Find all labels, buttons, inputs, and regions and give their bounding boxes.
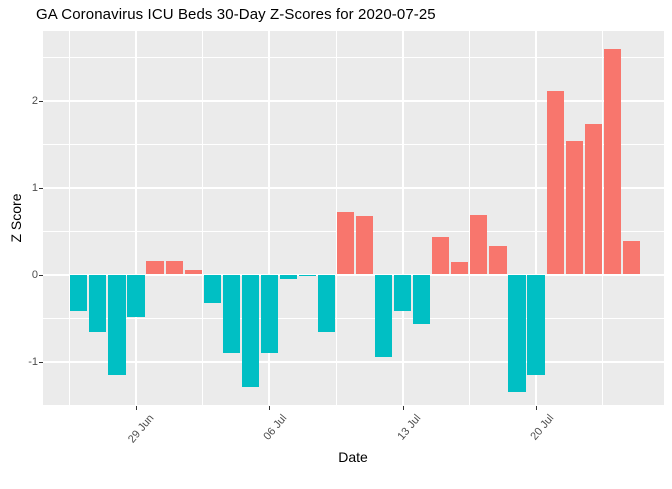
bar-2020-06-30 bbox=[146, 261, 164, 275]
bar-2020-06-28 bbox=[108, 274, 126, 376]
bar-2020-06-27 bbox=[89, 274, 107, 332]
bar-2020-07-14 bbox=[413, 274, 431, 325]
x-axis-title: Date bbox=[338, 449, 368, 465]
bar-2020-07-25 bbox=[622, 240, 640, 275]
bar-2020-07-10 bbox=[336, 211, 355, 275]
bar-2020-07-12 bbox=[375, 274, 393, 358]
gridline-minor-v bbox=[335, 31, 337, 406]
gridline-major-v bbox=[401, 31, 404, 406]
y-tick-mark bbox=[39, 361, 43, 363]
x-tick-mark bbox=[136, 406, 137, 410]
x-tick-label: 29 Jun bbox=[126, 412, 157, 446]
gridline-major-h bbox=[43, 360, 664, 363]
y-tick-mark bbox=[39, 187, 43, 189]
chart-title: GA Coronavirus ICU Beds 30-Day Z-Scores … bbox=[36, 6, 436, 23]
gridline-major-h bbox=[43, 99, 664, 102]
bar-2020-06-29 bbox=[127, 274, 145, 318]
x-tick-label: 06 Jul bbox=[261, 412, 290, 443]
y-tick-mark bbox=[39, 100, 43, 102]
bar-2020-07-09 bbox=[317, 274, 336, 332]
gridline-minor-h bbox=[43, 404, 664, 406]
gridline-minor-v bbox=[68, 31, 70, 406]
x-tick-mark bbox=[269, 406, 271, 410]
bar-2020-07-04 bbox=[222, 274, 240, 353]
bar-2020-07-17 bbox=[470, 215, 488, 275]
bar-2020-07-13 bbox=[394, 274, 412, 312]
gridline-minor-h bbox=[43, 143, 664, 145]
bar-2020-07-01 bbox=[165, 261, 183, 275]
bar-2020-07-05 bbox=[241, 274, 259, 387]
gridline-minor-h bbox=[43, 56, 664, 58]
gridline-minor-v bbox=[202, 31, 204, 406]
bar-2020-07-18 bbox=[489, 245, 507, 275]
bar-2020-06-26 bbox=[70, 274, 88, 312]
bar-2020-07-21 bbox=[546, 90, 564, 275]
gridline-major-v bbox=[535, 31, 538, 406]
gridline-minor-v bbox=[602, 31, 604, 406]
y-tick-label: 2 bbox=[31, 94, 38, 107]
bar-2020-07-02 bbox=[184, 270, 202, 275]
bar-2020-07-03 bbox=[203, 274, 221, 304]
gridline-major-h bbox=[43, 186, 664, 189]
y-tick-label: -1 bbox=[28, 355, 38, 368]
bar-2020-07-22 bbox=[565, 141, 583, 275]
x-tick-mark bbox=[536, 406, 538, 410]
bar-2020-07-08 bbox=[298, 274, 317, 277]
bar-2020-07-23 bbox=[584, 123, 602, 275]
bar-2020-07-16 bbox=[451, 262, 469, 275]
gridline-minor-h bbox=[43, 317, 664, 319]
gridline-major-v bbox=[135, 31, 137, 406]
bar-2020-07-15 bbox=[432, 237, 450, 275]
plot-panel bbox=[43, 31, 664, 406]
gridline-minor-v bbox=[468, 31, 470, 406]
bar-2020-07-19 bbox=[508, 274, 526, 392]
gridline-major-h bbox=[43, 273, 664, 276]
bar-2020-07-20 bbox=[527, 274, 545, 376]
y-tick-mark bbox=[39, 274, 43, 276]
x-tick-label: 20 Jul bbox=[528, 412, 557, 443]
y-tick-label: 0 bbox=[31, 268, 38, 281]
gridline-major-v bbox=[268, 31, 271, 406]
y-axis-title: Z Score bbox=[8, 193, 24, 243]
bar-2020-07-11 bbox=[356, 216, 374, 275]
x-tick-mark bbox=[402, 406, 404, 410]
bar-2020-07-24 bbox=[603, 49, 621, 275]
bar-2020-07-07 bbox=[279, 274, 297, 279]
y-tick-label: 1 bbox=[31, 181, 38, 194]
bar-2020-07-06 bbox=[260, 274, 278, 353]
